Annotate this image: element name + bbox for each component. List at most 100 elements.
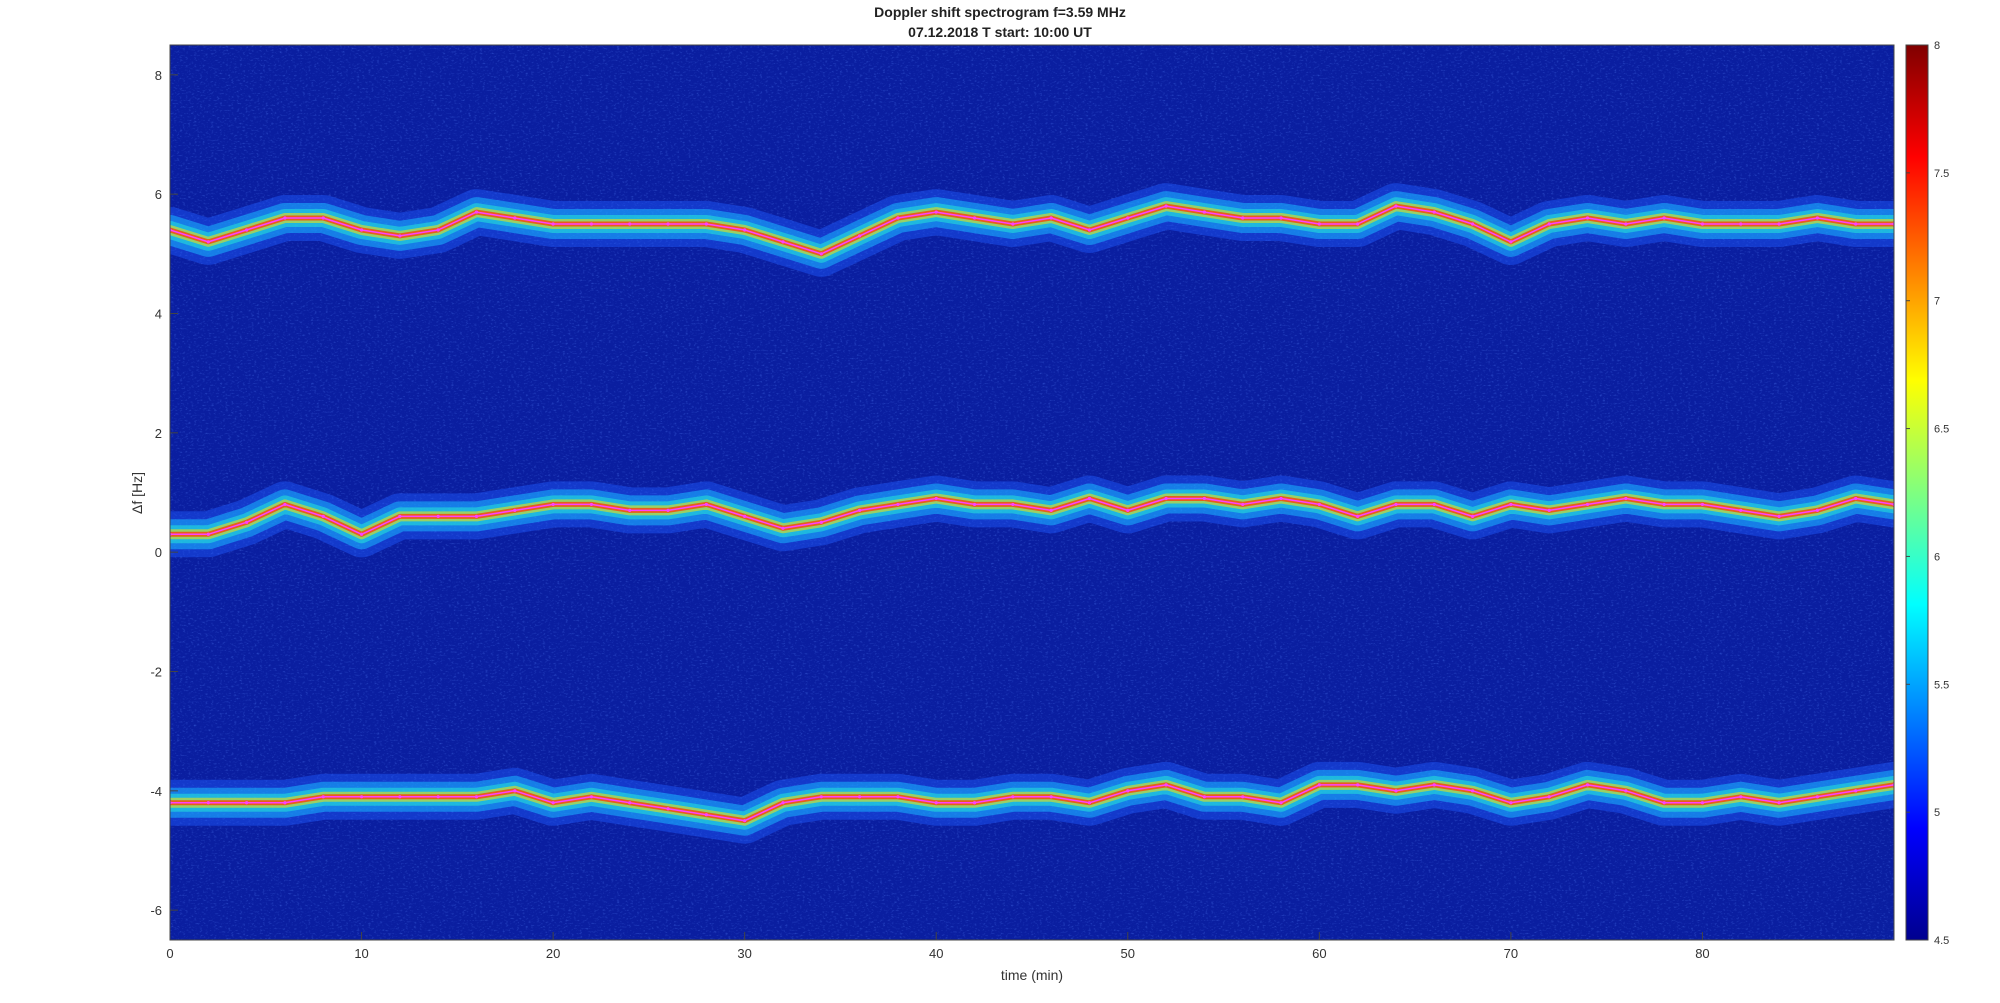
doppler-trace-point	[1164, 204, 1168, 208]
doppler-trace-point	[1279, 801, 1283, 805]
plot-frame	[169, 44, 1895, 941]
doppler-trace-point	[1509, 240, 1513, 244]
y-tick-label: -4	[150, 784, 162, 799]
x-tick-label: 80	[1695, 946, 1709, 961]
doppler-trace-point	[321, 795, 325, 799]
doppler-trace-point	[551, 801, 555, 805]
doppler-trace-point	[1126, 216, 1130, 220]
doppler-trace-point	[1624, 222, 1628, 226]
doppler-trace-point	[589, 795, 594, 799]
doppler-trace-point	[245, 520, 249, 524]
doppler-trace-point	[896, 502, 900, 507]
doppler-trace-point	[1164, 496, 1168, 501]
doppler-trace-point	[934, 210, 938, 214]
doppler-trace-point	[283, 801, 287, 805]
x-tick-label: 60	[1312, 946, 1326, 961]
doppler-trace-point	[206, 240, 210, 244]
doppler-trace-point	[513, 216, 517, 220]
doppler-trace-point	[513, 789, 517, 793]
doppler-trace-point	[1087, 496, 1092, 501]
doppler-trace-point	[206, 801, 210, 805]
doppler-trace-point	[781, 801, 785, 805]
doppler-trace-point	[858, 508, 862, 512]
doppler-trace-point	[704, 502, 708, 507]
doppler-trace-point	[551, 222, 555, 226]
doppler-trace-point	[666, 222, 670, 226]
x-tick-label: 50	[1121, 946, 1135, 961]
x-tick-label: 0	[166, 946, 173, 961]
doppler-trace-point	[628, 801, 632, 805]
doppler-trace-point	[743, 228, 747, 232]
doppler-trace-point	[781, 240, 785, 244]
doppler-trace-point	[1777, 801, 1781, 805]
doppler-trace-point	[1662, 801, 1666, 805]
doppler-trace-point	[858, 795, 862, 799]
y-tick-label: 4	[155, 307, 162, 322]
doppler-trace-point	[743, 819, 747, 823]
doppler-trace-point	[1049, 216, 1053, 220]
doppler-trace-point	[972, 801, 977, 805]
doppler-trace-point	[1432, 210, 1436, 214]
doppler-trace-point	[743, 514, 747, 518]
doppler-trace-point	[321, 514, 325, 518]
doppler-trace-point	[972, 502, 977, 507]
doppler-trace-point	[666, 807, 670, 811]
doppler-trace-point	[1700, 222, 1705, 226]
doppler-trace-point	[1356, 514, 1360, 518]
y-tick-label: 6	[155, 187, 162, 202]
doppler-trace-point	[359, 228, 364, 232]
doppler-trace-point	[1739, 508, 1743, 512]
chart-title: Doppler shift spectrogram f=3.59 MHz	[874, 4, 1126, 20]
x-tick-label: 20	[546, 946, 560, 961]
doppler-trace-point	[1241, 502, 1245, 507]
doppler-trace-line	[170, 784, 1894, 822]
doppler-trace-point	[628, 508, 632, 512]
doppler-trace-point	[1164, 783, 1168, 787]
doppler-trace-point	[1241, 216, 1245, 220]
doppler-trace-point	[1049, 508, 1053, 512]
doppler-trace-point	[1585, 216, 1590, 220]
colorbar-tick-label: 7.5	[1934, 168, 1949, 180]
doppler-trace-point	[1739, 222, 1743, 226]
doppler-trace-point	[1585, 502, 1590, 507]
x-tick-label: 30	[737, 946, 751, 961]
doppler-trace-point	[1279, 216, 1283, 220]
x-tick-label: 10	[354, 946, 368, 961]
doppler-trace-point	[206, 532, 210, 536]
colorbar: 4.5 5 5.5 6 6.5 7 7.5 8	[1905, 40, 1949, 947]
doppler-trace-point	[1662, 216, 1666, 220]
doppler-trace-point	[1126, 789, 1130, 793]
doppler-trace-point	[1432, 502, 1436, 507]
doppler-trace-point	[858, 234, 862, 238]
y-tick-label: 0	[155, 545, 162, 560]
doppler-trace-point	[1854, 789, 1858, 793]
y-axis-label: Δf [Hz]	[129, 472, 145, 514]
doppler-trace-point	[474, 210, 479, 214]
colorbar-tick-label: 5	[1934, 807, 1940, 819]
doppler-trace-point	[1739, 795, 1743, 799]
doppler-trace-point	[1509, 502, 1513, 507]
doppler-trace-point	[1241, 795, 1245, 799]
doppler-trace-point	[474, 795, 479, 799]
x-tick-label: 70	[1504, 946, 1518, 961]
doppler-trace-line	[170, 205, 1894, 255]
doppler-trace-point	[1317, 502, 1321, 507]
x-axis-label: time (min)	[1001, 967, 1063, 983]
doppler-trace-point	[1700, 502, 1705, 507]
doppler-trace-point	[1509, 801, 1513, 805]
doppler-trace-point	[896, 216, 900, 220]
colorbar-tick-label: 5.5	[1934, 679, 1949, 691]
doppler-trace-point	[1470, 789, 1475, 793]
doppler-trace-point	[398, 234, 402, 238]
doppler-trace-point	[1011, 795, 1015, 799]
x-axis-ticks: 0 10 20 30 40 50 60 70 80	[166, 932, 1710, 961]
doppler-trace-point	[1394, 204, 1398, 208]
doppler-trace-point	[1279, 496, 1283, 501]
doppler-trace-point	[934, 496, 938, 501]
doppler-trace-point	[283, 216, 287, 220]
doppler-trace-point	[1547, 795, 1551, 799]
doppler-trace-point	[1432, 783, 1436, 787]
doppler-trace-point	[704, 813, 708, 817]
doppler-trace-point	[1854, 222, 1858, 226]
